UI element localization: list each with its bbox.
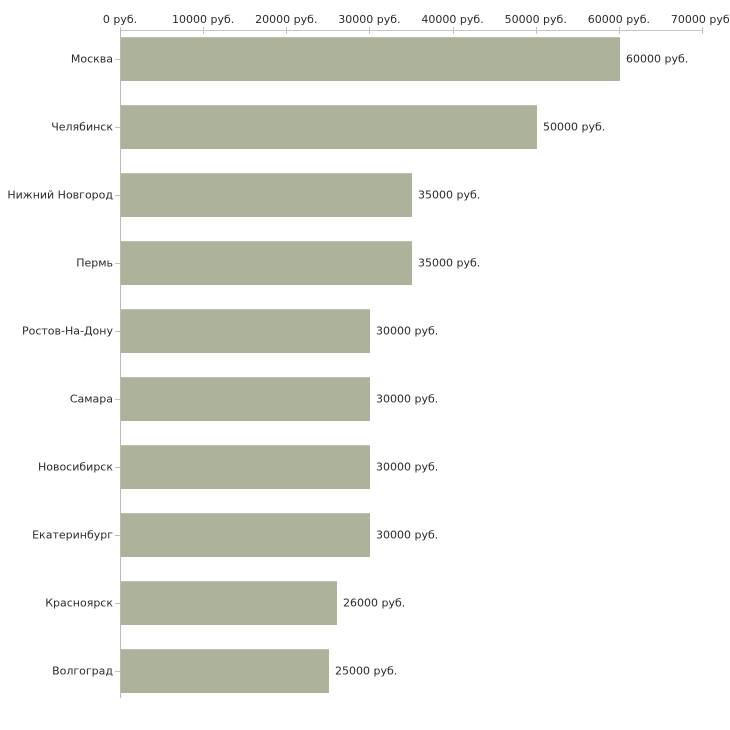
- category-tick-mark: [115, 671, 120, 672]
- category-label: Москва: [70, 52, 113, 66]
- x-tick-label: 70000 руб.: [670, 13, 730, 26]
- bar-row-0: [121, 37, 620, 81]
- x-tick-label: 0 руб.: [102, 13, 138, 26]
- category-tick-mark: [115, 195, 120, 196]
- y-axis-line: [120, 30, 121, 698]
- bar-row-9: [121, 649, 329, 693]
- bar-row-1: [121, 105, 537, 149]
- category-tick-mark: [115, 467, 120, 468]
- category-label: Челябинск: [51, 120, 113, 134]
- x-axis-line: [120, 30, 702, 31]
- category-tick-mark: [115, 59, 120, 60]
- category-label: Ростов-На-Дону: [21, 324, 113, 338]
- value-label: 26000 руб.: [343, 596, 406, 610]
- x-tick-label: 10000 руб.: [172, 13, 235, 26]
- x-tick-mark: [702, 27, 703, 34]
- value-label: 30000 руб.: [376, 392, 439, 406]
- bar-row-2: [121, 173, 412, 217]
- category-label: Самара: [69, 392, 113, 406]
- category-label: Новосибирск: [37, 460, 113, 474]
- x-tick-label: 50000 руб.: [504, 13, 567, 26]
- category-tick-mark: [115, 535, 120, 536]
- category-tick-mark: [115, 603, 120, 604]
- x-tick-label: 40000 руб.: [421, 13, 484, 26]
- category-label: Волгоград: [52, 664, 113, 678]
- bar-row-8: [121, 581, 337, 625]
- category-tick-mark: [115, 263, 120, 264]
- category-tick-mark: [115, 399, 120, 400]
- bar-row-6: [121, 445, 370, 489]
- category-label: Пермь: [76, 256, 113, 270]
- value-label: 25000 руб.: [335, 664, 398, 678]
- bar-row-7: [121, 513, 370, 557]
- bar-row-4: [121, 309, 370, 353]
- category-tick-mark: [115, 127, 120, 128]
- value-label: 30000 руб.: [376, 324, 439, 338]
- x-tick-label: 60000 руб.: [587, 13, 650, 26]
- value-label: 30000 руб.: [376, 528, 439, 542]
- value-label: 35000 руб.: [418, 188, 481, 202]
- x-tick-label: 20000 руб.: [255, 13, 318, 26]
- category-tick-mark: [115, 331, 120, 332]
- category-label: Красноярск: [45, 596, 113, 610]
- value-label: 60000 руб.: [626, 52, 689, 66]
- value-label: 50000 руб.: [543, 120, 606, 134]
- x-tick-label: 30000 руб.: [338, 13, 401, 26]
- bar-row-5: [121, 377, 370, 421]
- value-label: 35000 руб.: [418, 256, 481, 270]
- category-label: Нижний Новгород: [7, 188, 113, 202]
- bar-row-3: [121, 241, 412, 285]
- category-label: Екатеринбург: [32, 528, 113, 542]
- value-label: 30000 руб.: [376, 460, 439, 474]
